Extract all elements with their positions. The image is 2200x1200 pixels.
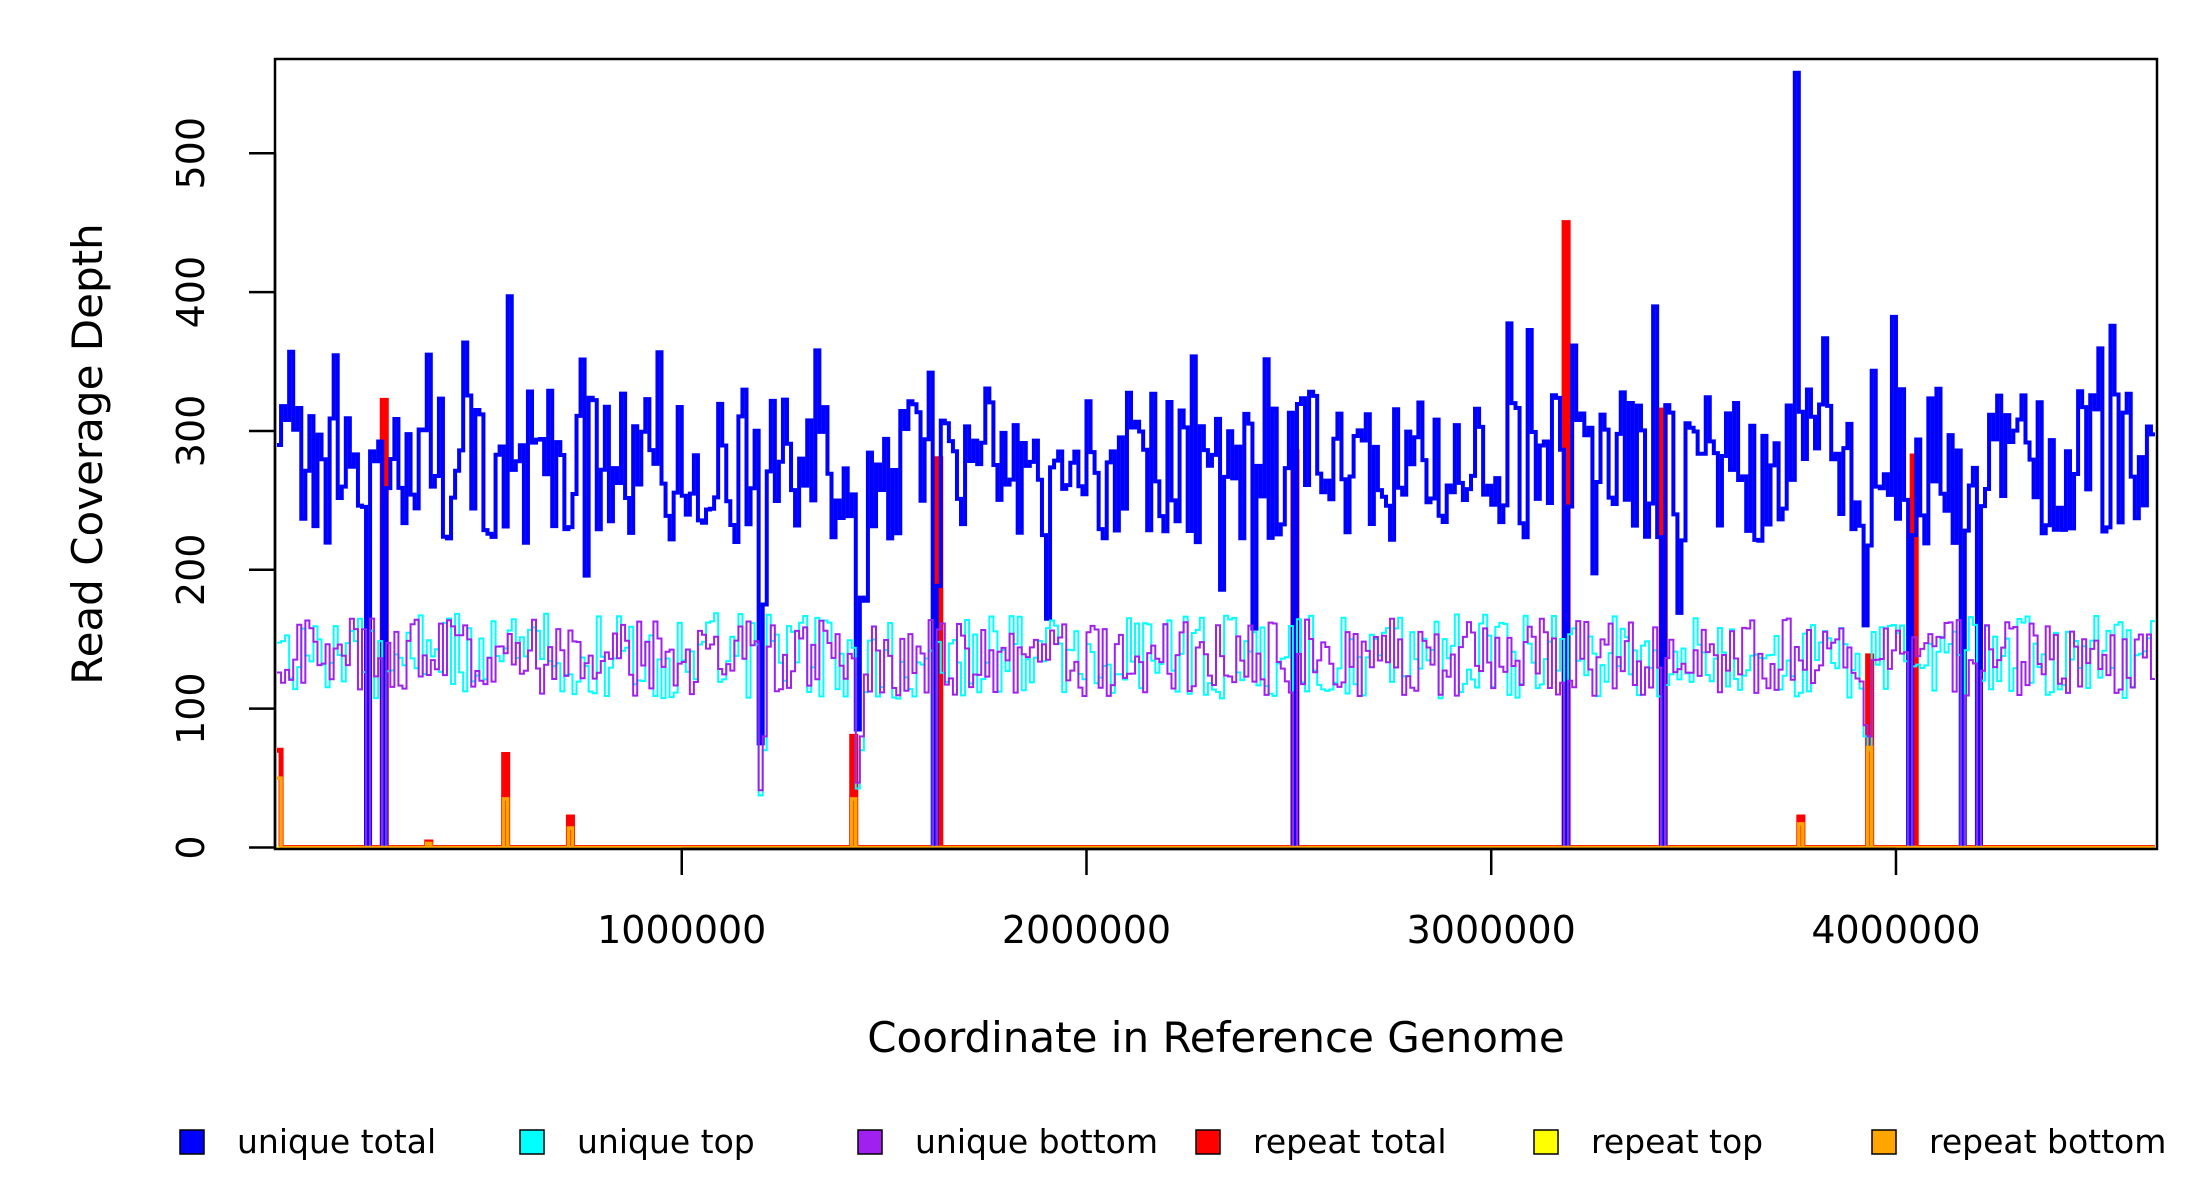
x-tick-label: 1000000 — [597, 908, 766, 952]
legend-swatch — [1871, 1129, 1897, 1155]
legend: unique total unique top unique bottom repea… — [179, 1122, 2166, 1161]
y-tick-label: 100 — [169, 672, 213, 745]
y-tick-label: 500 — [169, 117, 213, 190]
legend-label: repeat top — [1591, 1122, 1763, 1161]
x-axis-title: Coordinate in Reference Genome — [867, 1013, 1565, 1062]
plot-lines — [277, 70, 2155, 850]
series-line-unique-total — [277, 70, 2155, 850]
y-tick-label: 400 — [169, 256, 213, 329]
y-tick-label: 300 — [169, 395, 213, 468]
legend-label: unique bottom — [915, 1122, 1158, 1161]
legend-label: unique total — [237, 1122, 436, 1161]
legend-label: repeat bottom — [1929, 1122, 2166, 1161]
legend-swatch — [857, 1129, 883, 1155]
legend-label: unique top — [577, 1122, 755, 1161]
legend-label: repeat total — [1253, 1122, 1447, 1161]
y-axis: 0 100 200 300 400 500 — [169, 117, 277, 860]
x-tick-label: 4000000 — [1811, 908, 1980, 952]
series-line-unique-bottom — [277, 617, 2155, 849]
x-tick-label: 2000000 — [1002, 908, 1171, 952]
y-axis-title: Read Coverage Depth — [63, 223, 112, 684]
y-tick-label: 200 — [169, 534, 213, 607]
y-tick-label: 0 — [169, 835, 213, 859]
legend-swatch — [1195, 1129, 1221, 1155]
x-axis: 1000000 2000000 3000000 4000000 — [597, 847, 1981, 952]
x-tick-label: 3000000 — [1407, 908, 1576, 952]
legend-swatch — [1533, 1129, 1559, 1155]
legend-swatch — [179, 1129, 205, 1155]
legend-swatch — [519, 1129, 545, 1155]
series-line-repeat-bottom — [277, 745, 2155, 850]
